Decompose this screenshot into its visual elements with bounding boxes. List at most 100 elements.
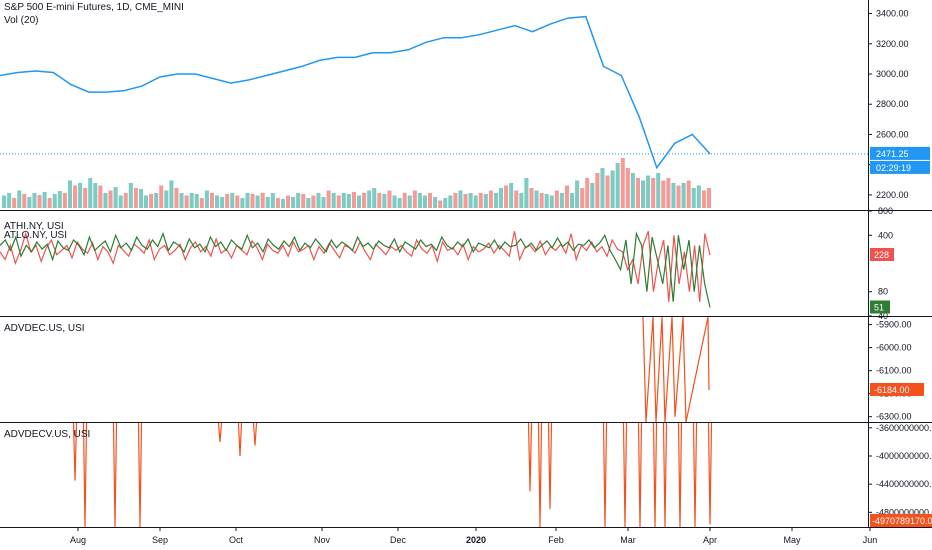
- volume-bar: [372, 188, 377, 208]
- volume-bar: [7, 193, 12, 208]
- volume-bar: [351, 192, 356, 208]
- volume-bar: [458, 190, 463, 208]
- x-tick-label: Jun: [863, 535, 878, 545]
- volume-bar: [235, 195, 240, 208]
- y-tick-label: 3000.00: [876, 69, 909, 79]
- volume-bar: [397, 198, 402, 208]
- volume-bar: [392, 195, 397, 208]
- volume-bar: [635, 178, 640, 208]
- volume-bar: [564, 185, 569, 208]
- advdecv-spike: [237, 422, 243, 457]
- y-tick-label: -5900.00: [876, 320, 912, 330]
- volume-bar: [245, 193, 250, 208]
- volume-bar: [402, 193, 407, 208]
- volume-bar: [57, 191, 62, 208]
- volume-bar: [448, 195, 453, 208]
- y-tick-label: -6000.00: [876, 343, 912, 353]
- volume-bar: [422, 195, 427, 208]
- volume-bar: [534, 190, 539, 208]
- volume-bar: [199, 198, 204, 208]
- volume-bar: [686, 180, 691, 208]
- volume-bar: [321, 197, 326, 208]
- volume-bar: [306, 198, 311, 208]
- advdecv-spike: [537, 422, 543, 528]
- advdec-legend: ADVDEC.US, USI: [4, 323, 85, 334]
- volume-bar: [270, 193, 275, 208]
- x-tick-label: Nov: [314, 535, 331, 545]
- volume-bar: [590, 183, 595, 208]
- advdecv-spike: [137, 422, 143, 528]
- advdecv-spike: [527, 422, 533, 492]
- volume-bar: [296, 193, 301, 208]
- volume-bar: [326, 190, 331, 208]
- volume-bar: [433, 197, 438, 208]
- volume-bar: [519, 193, 524, 208]
- volume-bar: [108, 190, 113, 208]
- athi-legend: ATHI.NY, USI: [4, 221, 64, 232]
- athi-badge: [870, 247, 894, 261]
- volume-bar: [275, 198, 280, 208]
- y-tick-label: 40: [878, 311, 888, 321]
- volume-bar: [666, 178, 671, 208]
- price-badge-value: 2471.25: [876, 149, 909, 159]
- y-tick-label: 80: [878, 287, 888, 297]
- volume-bar: [529, 188, 534, 208]
- volume-bar: [620, 158, 625, 208]
- volume-bar: [443, 198, 448, 208]
- volume-bar: [154, 193, 159, 208]
- volume-bar: [605, 175, 610, 208]
- volume-bar: [493, 193, 498, 208]
- volume-bar: [630, 173, 635, 208]
- x-tick-label: Aug: [70, 535, 86, 545]
- volume-bar: [316, 193, 321, 208]
- volume-bar: [164, 190, 169, 208]
- volume-bar: [357, 195, 362, 208]
- volume-bar: [499, 188, 504, 208]
- advdecv-badge-value: -4970789170.00: [872, 516, 932, 526]
- x-tick-label: Oct: [229, 535, 244, 545]
- volume-bar: [93, 183, 98, 208]
- advdecv-spike: [622, 422, 628, 528]
- volume-bar: [554, 190, 559, 208]
- volume-bar: [646, 175, 651, 208]
- advdecv-spike: [252, 422, 258, 446]
- advdecv-spike: [602, 422, 608, 528]
- volume-bar: [42, 192, 47, 208]
- volume-bar: [144, 195, 149, 208]
- volume-bar: [78, 183, 83, 208]
- countdown-badge-value: 02:29:19: [876, 163, 911, 173]
- volume-bar: [488, 190, 493, 208]
- volume-bar: [123, 193, 128, 208]
- volume-bar: [174, 188, 179, 208]
- volume-bar: [138, 189, 143, 208]
- volume-bar: [362, 193, 367, 208]
- volume-bar: [544, 194, 549, 208]
- volume-bar: [83, 188, 88, 208]
- volume-bar: [265, 197, 270, 208]
- volume-bar: [204, 190, 209, 208]
- volume-bar: [184, 195, 189, 208]
- volume-bar: [681, 183, 686, 208]
- volume-bar: [255, 195, 260, 208]
- volume-bar: [691, 188, 696, 208]
- volume-bar: [149, 194, 154, 208]
- volume-bar: [463, 194, 468, 208]
- advdec-line: [642, 316, 710, 423]
- volume-bar: [215, 195, 220, 208]
- volume-bar: [179, 193, 184, 208]
- countdown-badge: [870, 160, 930, 174]
- volume-bar: [407, 195, 412, 208]
- volume-bar: [509, 183, 514, 208]
- volume-bar: [67, 180, 72, 208]
- volume-bar: [641, 180, 646, 208]
- price-line: [0, 15, 711, 170]
- volume-bar: [118, 195, 123, 208]
- advdecv-spike: [662, 422, 668, 528]
- volume-bar: [473, 195, 478, 208]
- volume-bar: [2, 195, 7, 208]
- volume-bar: [595, 173, 600, 208]
- volume-bar: [98, 185, 103, 208]
- volume-bar: [336, 195, 341, 208]
- advdecv-spike: [637, 422, 643, 528]
